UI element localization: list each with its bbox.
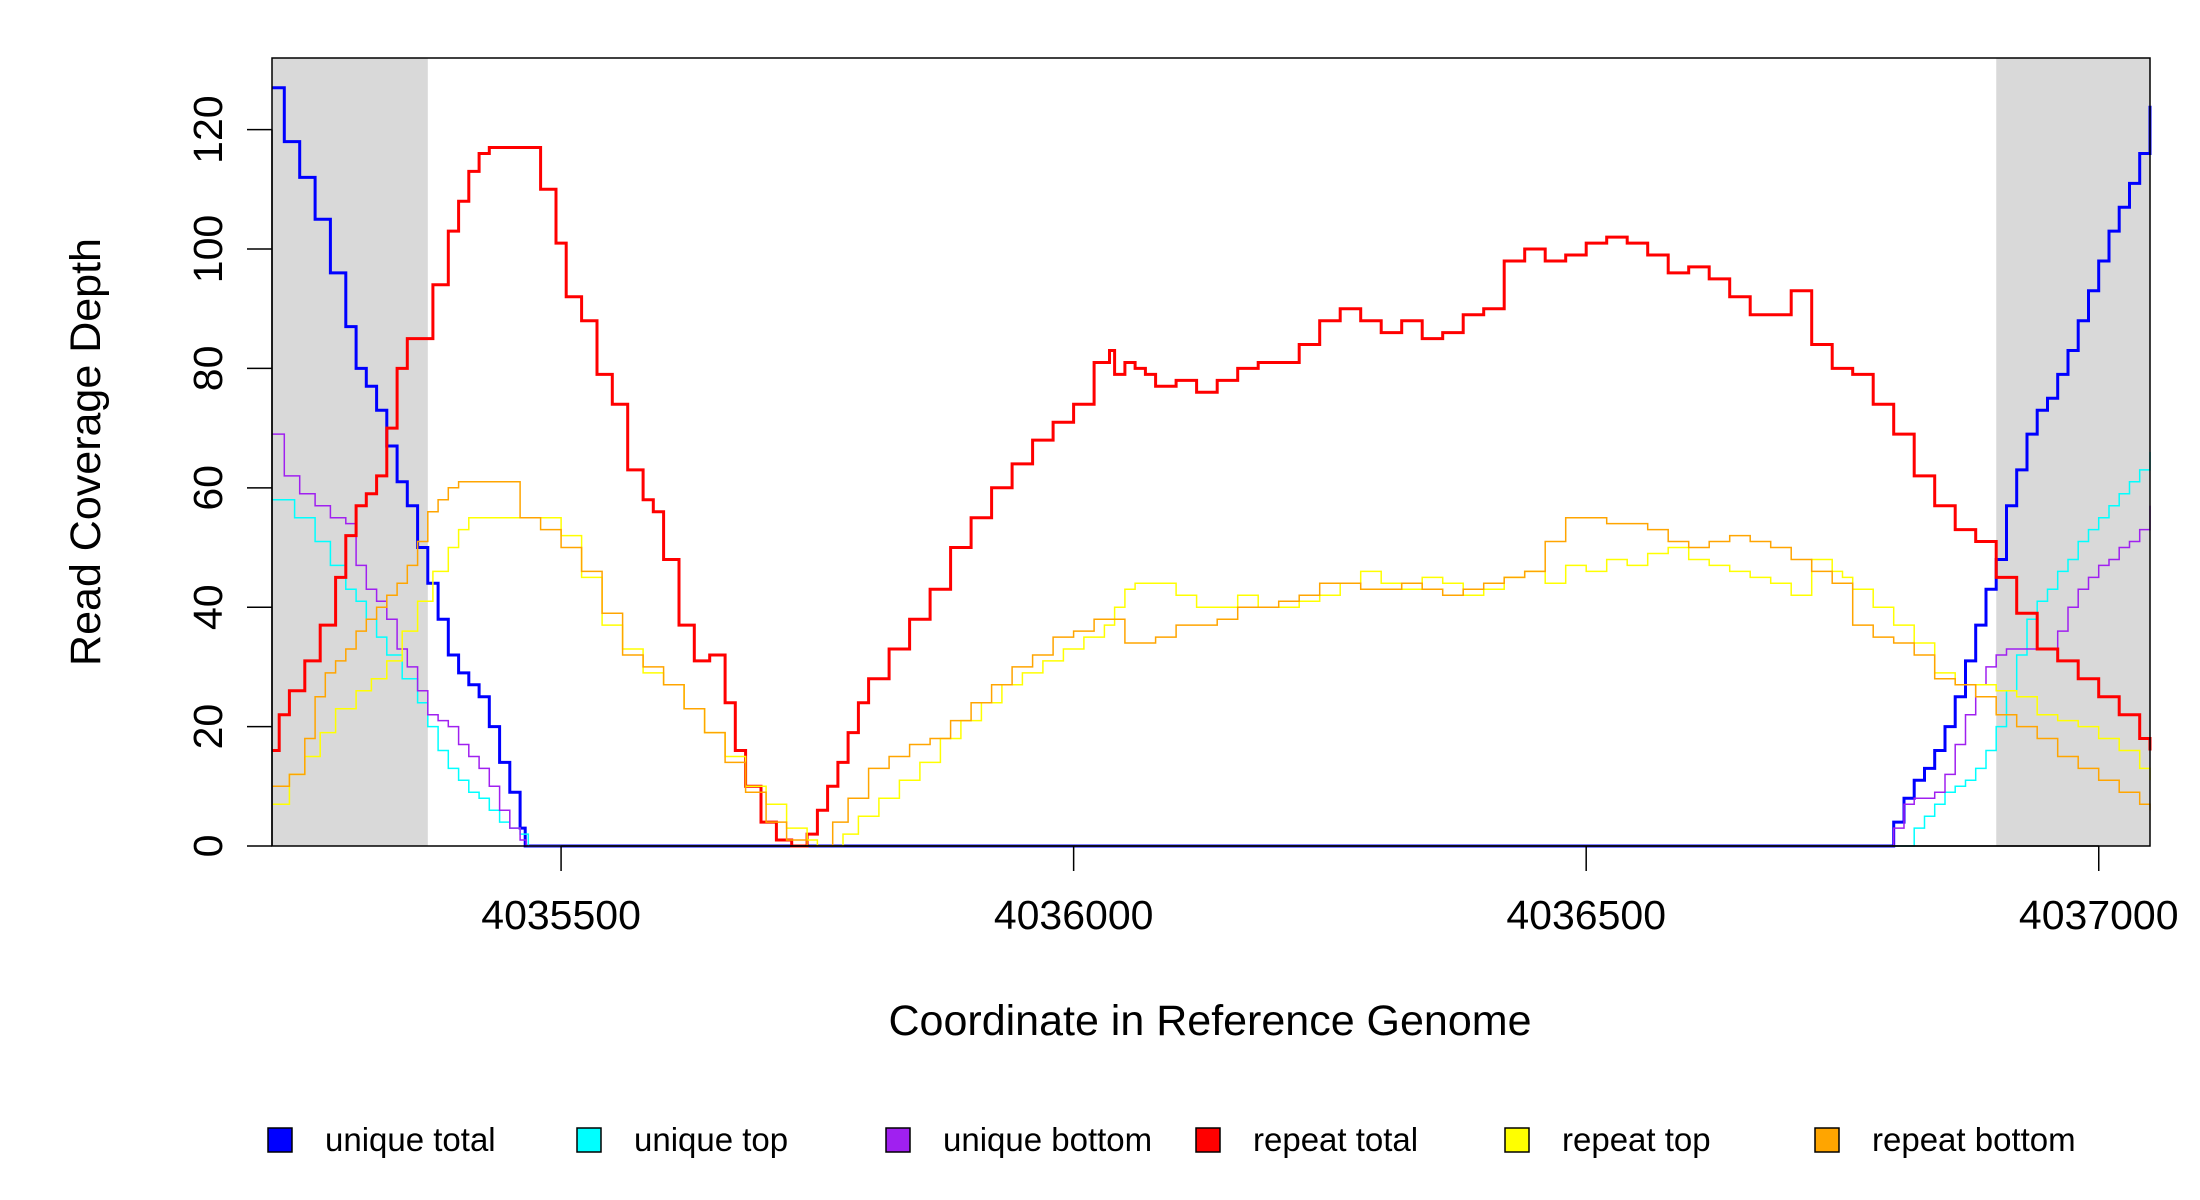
plot-frame [271,57,2151,847]
y-axis-label: Read Coverage Depth [62,238,110,666]
x-tick-label: 4036000 [994,892,1154,938]
x-axis: 4035500 4036000 4036500 4037000 [481,845,2179,938]
shaded-region-1 [1996,58,2150,846]
legend-item: unique bottom [885,1121,1152,1158]
legend-label: unique total [325,1121,496,1158]
x-tick-label: 4036500 [1506,892,1666,938]
plot-lines [272,86,2152,848]
shaded-regions [272,58,2150,846]
legend-label: repeat top [1562,1121,1711,1158]
legend-swatch [576,1127,602,1153]
legend-swatch [1504,1127,1530,1153]
legend-swatch [1814,1127,1840,1153]
legend-swatch [267,1127,293,1153]
series-unique-bottom [272,433,2151,847]
legend-label: unique bottom [943,1121,1152,1158]
legend-swatch [1195,1127,1221,1153]
legend-item: unique top [576,1121,788,1158]
series-repeat-bottom [272,481,2151,847]
legend: unique total unique top unique bottom repea… [267,1121,2076,1158]
y-tick-label: 40 [185,584,231,630]
x-tick-label: 4035500 [481,892,641,938]
x-tick-label: 4037000 [2019,892,2179,938]
y-tick-label: 60 [185,465,231,511]
series-unique-top [272,452,2151,847]
series-repeat-total [272,146,2152,848]
legend-item: repeat bottom [1814,1121,2076,1158]
y-tick-label: 0 [185,835,231,858]
legend-label: repeat total [1253,1121,1418,1158]
y-tick-label: 80 [185,346,231,392]
shaded-region-0 [272,58,428,846]
series-unique-total [272,86,2152,848]
legend-label: unique top [634,1121,788,1158]
y-tick-label: 20 [185,704,231,750]
series-repeat-top [272,516,2151,847]
legend-item: repeat total [1195,1121,1418,1158]
y-axis: 0 20 40 60 80 100 120 [185,95,273,858]
legend-swatch [885,1127,911,1153]
x-axis-label: Coordinate in Reference Genome [889,997,1532,1045]
y-tick-label: 100 [185,215,231,283]
y-tick-label: 120 [185,95,231,163]
legend-item: unique total [267,1121,496,1158]
legend-item: repeat top [1504,1121,1711,1158]
legend-label: repeat bottom [1872,1121,2076,1158]
